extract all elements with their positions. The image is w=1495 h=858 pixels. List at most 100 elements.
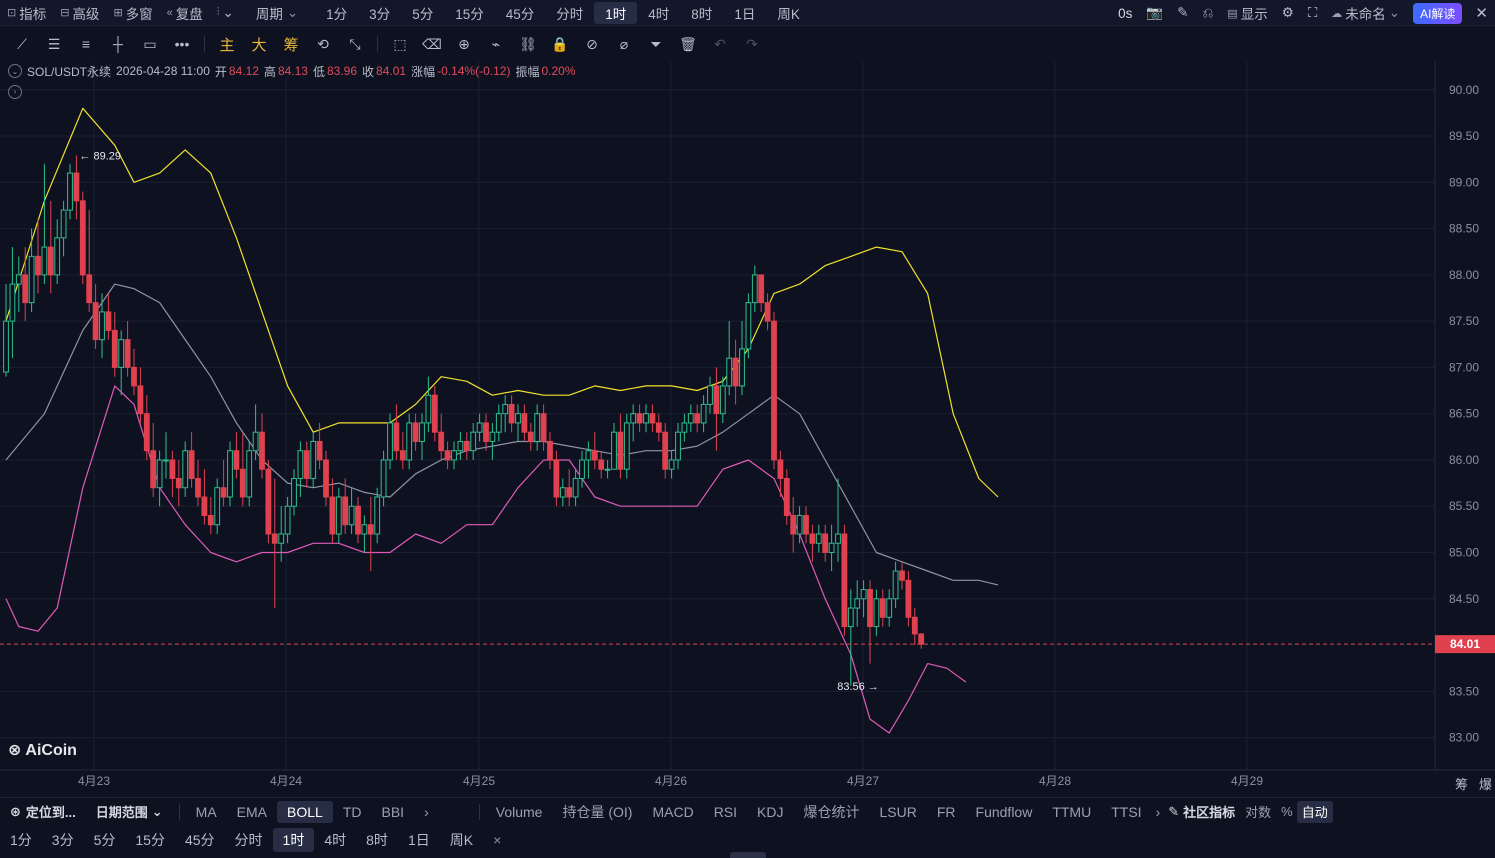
quick-timeframe-tab-10[interactable]: 周K	[449, 832, 474, 848]
percent-scale-toggle[interactable]: %	[1281, 804, 1293, 819]
top-menu-item[interactable]: ⊟ 高级	[53, 0, 106, 26]
main-indicator-tab-4[interactable]: BBI	[381, 803, 405, 820]
quick-timeframe-tab-0[interactable]: 1分	[10, 832, 32, 848]
date-range-dropdown[interactable]: 日期范围 ⌄	[86, 799, 173, 825]
zoom-icon[interactable]: ⊕	[458, 35, 470, 52]
measure-icon[interactable]: ⤡	[349, 35, 361, 52]
timeframe-tab-2[interactable]: 5分	[412, 6, 434, 22]
sub-indicator-tab-10[interactable]: TTSI	[1111, 803, 1142, 820]
log-scale-toggle[interactable]: 对数	[1245, 805, 1272, 820]
sub-indicator-tab-9[interactable]: TTMU	[1052, 803, 1092, 820]
sub-indicator-tab-1[interactable]: 持仓量 (OI)	[562, 803, 633, 820]
candle	[284, 496, 291, 544]
quick-timeframe-tab-7[interactable]: 4时	[324, 832, 347, 848]
top-menu-item[interactable]: ⊞ 多窗	[106, 0, 159, 26]
undo-layout-icon[interactable]: ⎌	[1202, 5, 1214, 20]
close-icon[interactable]: ✕	[1475, 5, 1488, 22]
timeframe-tab-3[interactable]: 15分	[455, 6, 484, 22]
main-indicator-tab-1[interactable]: EMA	[236, 803, 268, 820]
sub-indicator-tab-5[interactable]: 爆仓统计	[803, 803, 860, 820]
big-order-button[interactable]: 大	[251, 36, 267, 54]
magnet-icon[interactable]: ⌁	[491, 35, 501, 52]
lock-icon[interactable]: 🔒	[551, 35, 569, 52]
alert-icon[interactable]: ⌀	[619, 35, 629, 52]
trash-icon[interactable]: 🗑	[679, 35, 697, 52]
quick-timeframe-tab-4[interactable]: 45分	[184, 832, 215, 848]
sub-indicator-tab-7[interactable]: FR	[936, 803, 956, 820]
more-sub-indicators[interactable]: ›	[1155, 803, 1161, 820]
locate-button[interactable]: ⊛ 定位到...	[0, 799, 86, 825]
filter-icon[interactable]: ⏷	[650, 35, 662, 52]
timeframe-tab-1[interactable]: 3分	[369, 6, 391, 22]
resize-handle[interactable]	[730, 852, 766, 858]
parallel-lines-icon[interactable]: ☰	[47, 35, 61, 52]
quick-timeframe-tab-2[interactable]: 5分	[93, 832, 116, 848]
timeframe-tab-9[interactable]: 1日	[734, 6, 756, 22]
y-tick-label: 89.50	[1449, 129, 1479, 143]
close-icon[interactable]: ×	[493, 832, 502, 848]
price-chart[interactable]: 90.00 89.50 89.00 88.50 88.00 87.50 87.00 86.50…	[0, 62, 1495, 792]
chip-button[interactable]: 筹	[283, 36, 299, 54]
hide-drawings-icon[interactable]: ⊘	[586, 35, 598, 52]
top-menu-item[interactable]: ⫶ ⌄	[210, 0, 241, 26]
main-indicator-tab-3[interactable]: TD	[342, 803, 362, 820]
corner-toggle[interactable]: 爆	[1479, 777, 1492, 792]
horizontal-ray-icon[interactable]: ┼	[113, 36, 123, 52]
pen-icon[interactable]: ✎	[1177, 5, 1189, 20]
quick-timeframe-tab-1[interactable]: 3分	[51, 832, 74, 848]
sub-indicator-tab-8[interactable]: Fundflow	[975, 803, 1033, 820]
sub-indicator-tab-4[interactable]: KDJ	[757, 803, 784, 820]
sub-indicator-tab-2[interactable]: MACD	[652, 803, 694, 820]
more-main-indicators[interactable]: ›	[424, 803, 429, 820]
candle-body	[700, 403, 707, 424]
expand-toggle[interactable]: ›	[8, 82, 28, 99]
undo-icon[interactable]: ↶	[714, 35, 726, 52]
link-icon[interactable]: ⛓	[519, 35, 537, 52]
sub-indicator-tab-6[interactable]: LSUR	[879, 803, 917, 820]
ai-interpret-button[interactable]: AI解读	[1413, 2, 1463, 24]
timeframe-tab-7[interactable]: 4时	[648, 6, 670, 22]
sub-indicator-tab-0[interactable]: Volume	[495, 803, 543, 820]
line-tool-icon[interactable]: ⟋	[17, 35, 27, 52]
timeframe-tab-8[interactable]: 8时	[691, 6, 713, 22]
select-icon[interactable]: ⬚	[393, 35, 407, 52]
rectangle-icon[interactable]: ▭	[143, 35, 157, 52]
period-dropdown[interactable]: 周期 ⌄	[249, 0, 305, 26]
candle	[399, 432, 406, 470]
main-force-button[interactable]: 主	[219, 36, 235, 54]
main-indicator-tab-2[interactable]: BOLL	[277, 800, 333, 823]
timeframe-tab-5[interactable]: 分时	[556, 6, 584, 22]
settings-icon[interactable]: ⚙	[1281, 5, 1294, 20]
timeframe-tab-0[interactable]: 1分	[326, 6, 348, 22]
more-tools-icon[interactable]: •••	[174, 36, 190, 52]
workspace-dropdown[interactable]: ☁ 未命名 ⌄	[1324, 0, 1407, 26]
timeframe-tab-4[interactable]: 45分	[505, 6, 535, 22]
auto-scale-toggle[interactable]: 自动	[1296, 800, 1333, 823]
fullscreen-icon[interactable]: ⛶	[1307, 5, 1318, 20]
sync-drawing-icon[interactable]: ⟲	[317, 35, 329, 52]
quick-timeframe-tab-5[interactable]: 分时	[234, 832, 263, 848]
top-menu-item[interactable]: «复盘	[160, 0, 210, 26]
candle-body	[60, 209, 67, 239]
corner-toggle[interactable]: 筹	[1455, 777, 1468, 792]
timeframe-tab-10[interactable]: 周K	[777, 6, 800, 22]
quick-timeframe-tab-8[interactable]: 8时	[366, 832, 388, 848]
chevron-down-icon: ⌄	[151, 803, 163, 819]
community-indicator-button[interactable]: ✎ 社区指标	[1164, 799, 1239, 825]
camera-icon[interactable]: 📷	[1146, 5, 1164, 20]
locate-label: 定位到...	[25, 805, 76, 820]
horizontal-lines-icon[interactable]: ≡	[81, 36, 91, 52]
top-menu-item[interactable]: ⊡ 指标	[0, 0, 53, 26]
quick-timeframe-tab-6[interactable]: 1时	[272, 828, 315, 852]
timeframe-tab-6[interactable]: 1时	[594, 1, 638, 24]
sub-indicator-tab-3[interactable]: RSI	[713, 803, 738, 820]
eraser-icon[interactable]: ⌫	[422, 35, 442, 52]
candle-body	[3, 320, 9, 373]
candle-body	[598, 459, 605, 470]
redo-icon[interactable]: ↷	[746, 35, 758, 52]
quick-timeframe-tab-9[interactable]: 1日	[407, 832, 430, 848]
quick-timeframe-tab-3[interactable]: 15分	[135, 832, 165, 848]
main-indicator-tab-0[interactable]: MA	[195, 803, 217, 820]
collapse-icon[interactable]: ⌄	[8, 64, 22, 78]
display-button[interactable]: ▤ 显示	[1220, 0, 1274, 26]
